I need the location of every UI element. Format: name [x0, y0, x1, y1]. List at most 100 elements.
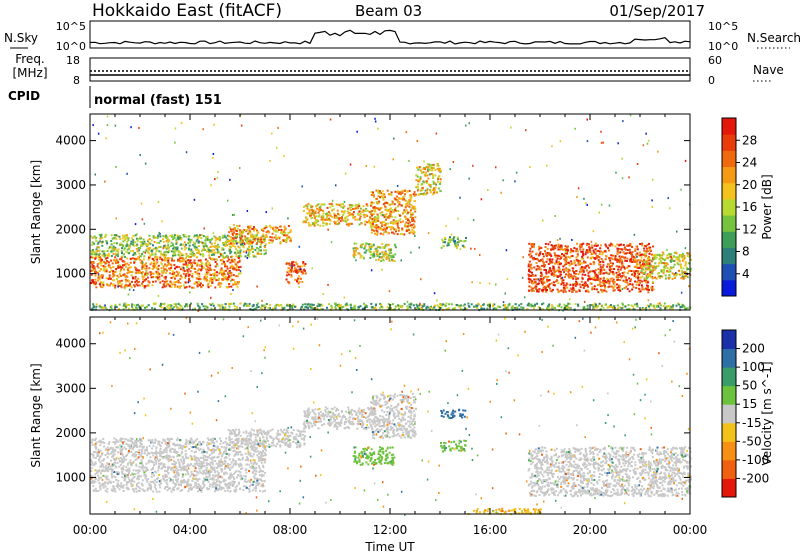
data-cell — [599, 268, 602, 271]
data-cell — [134, 253, 137, 256]
data-cell — [381, 306, 384, 309]
data-cell — [342, 219, 345, 222]
data-cell — [210, 242, 213, 245]
data-cell — [567, 249, 570, 252]
data-cell — [138, 249, 141, 252]
data-cell — [373, 217, 375, 220]
data-cell — [176, 285, 179, 288]
data-cell — [143, 275, 146, 278]
data-cell — [185, 264, 188, 267]
data-cell — [280, 228, 283, 231]
data-cell — [154, 258, 157, 260]
data-cell — [105, 268, 108, 271]
cpid-row: CPID normal (fast) 151 — [8, 86, 222, 108]
noise-cell — [445, 224, 447, 227]
data-cell — [93, 235, 96, 238]
data-cell — [307, 202, 310, 205]
data-cell — [374, 304, 377, 307]
data-cell — [415, 179, 418, 182]
data-cell — [202, 248, 205, 250]
data-cell — [536, 290, 539, 293]
data-cell — [304, 303, 307, 306]
data-cell — [615, 257, 618, 260]
noise-cell — [559, 237, 561, 240]
data-cell — [347, 207, 350, 210]
data-cell — [453, 242, 456, 245]
data-cell — [432, 182, 435, 185]
data-cell — [298, 265, 301, 268]
data-cell — [404, 223, 407, 226]
data-cell — [592, 261, 595, 263]
data-cell — [312, 307, 315, 310]
data-cell — [370, 253, 373, 256]
data-cell — [182, 269, 185, 272]
data-cell — [439, 178, 442, 181]
data-cell — [170, 283, 173, 285]
data-cell — [660, 257, 663, 259]
data-cell — [199, 234, 202, 237]
noise-cell — [261, 299, 263, 302]
data-cell — [235, 266, 238, 269]
data-cell — [588, 270, 591, 273]
data-cell — [685, 266, 688, 269]
data-cell — [645, 267, 647, 270]
data-cell — [231, 278, 234, 281]
data-cell — [322, 219, 325, 222]
data-cell — [473, 305, 475, 308]
data-cell — [138, 280, 141, 283]
data-cell — [380, 214, 383, 216]
data-cell — [518, 308, 521, 311]
data-cell — [339, 203, 342, 206]
data-cell — [238, 246, 241, 249]
data-cell — [550, 272, 553, 275]
data-cell — [141, 241, 144, 244]
data-cell — [288, 262, 290, 265]
data-cell — [172, 252, 175, 255]
data-cell — [234, 229, 237, 231]
data-cell — [635, 286, 638, 289]
data-cell — [218, 245, 221, 248]
data-cell — [645, 247, 648, 250]
data-cell — [172, 254, 174, 257]
data-cell — [137, 247, 140, 249]
data-cell — [239, 243, 242, 246]
noise-cell — [140, 202, 143, 205]
data-cell — [237, 282, 240, 285]
data-cell — [530, 243, 533, 246]
noise-cell — [569, 298, 571, 301]
data-cell — [365, 207, 368, 210]
data-cell — [283, 234, 286, 237]
data-cell — [103, 260, 106, 263]
data-cell — [398, 192, 401, 195]
data-cell — [607, 272, 610, 275]
data-cell — [127, 267, 129, 270]
data-cell — [400, 197, 403, 200]
data-cell — [383, 224, 386, 227]
data-cell — [289, 239, 292, 242]
data-cell — [386, 209, 389, 212]
noise-cell — [621, 157, 623, 160]
data-cell — [141, 271, 144, 273]
data-cell — [628, 290, 631, 293]
data-cell — [235, 229, 238, 232]
data-cell — [563, 263, 566, 266]
data-cell — [669, 270, 672, 273]
data-cell — [141, 265, 144, 268]
data-cell — [470, 303, 473, 306]
data-cell — [534, 303, 537, 306]
data-cell — [646, 284, 648, 287]
data-cell — [287, 225, 290, 227]
data-cell — [583, 266, 586, 269]
data-cell — [569, 283, 572, 286]
data-cell — [626, 252, 629, 255]
data-cell — [392, 256, 395, 259]
noise-cell — [470, 247, 472, 250]
data-cell — [328, 212, 331, 215]
data-cell — [239, 254, 242, 257]
data-cell — [97, 246, 100, 249]
data-cell — [432, 307, 434, 310]
noise-cell — [287, 217, 289, 220]
data-cell — [176, 248, 179, 251]
data-cell — [117, 248, 120, 251]
data-cell — [372, 191, 374, 194]
